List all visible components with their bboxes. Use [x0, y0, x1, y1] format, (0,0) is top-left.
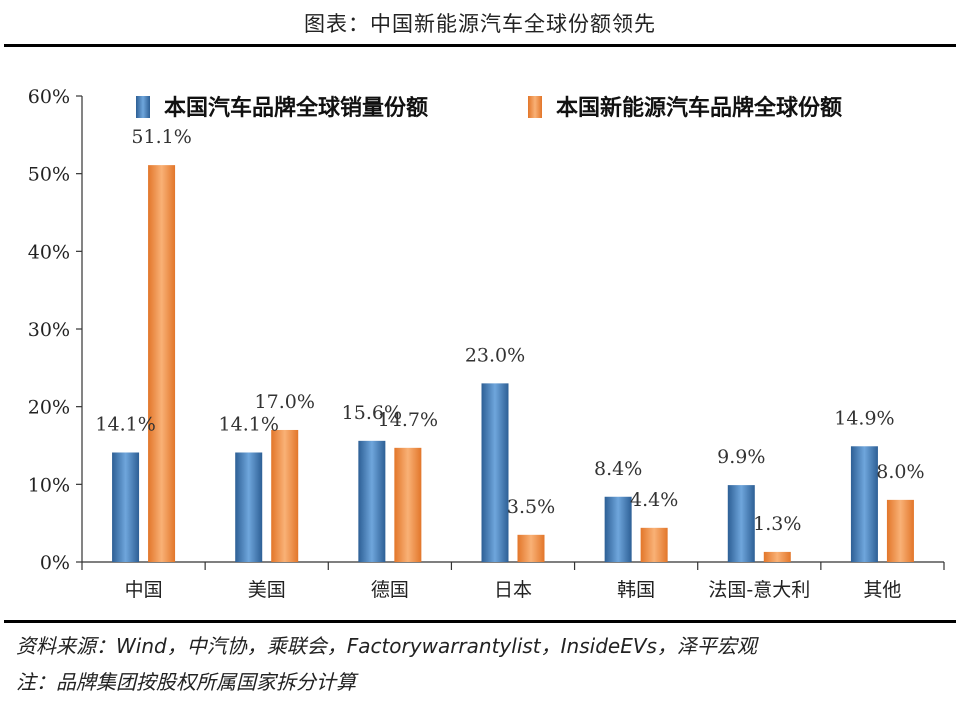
data-label: 14.9%	[834, 407, 894, 429]
x-category-label: 日本	[494, 579, 532, 601]
bar-domestic-brand	[727, 485, 755, 562]
data-label: 51.1%	[131, 126, 191, 148]
bar-domestic-brand	[112, 452, 140, 562]
y-tick-label: 0%	[40, 552, 70, 574]
bar-domestic-brand	[481, 383, 509, 562]
bar-domestic-nev	[394, 447, 422, 562]
data-label: 8.4%	[594, 458, 642, 480]
x-category-label: 德国	[371, 579, 409, 601]
bar-domestic-nev	[271, 429, 299, 562]
chart-bars	[112, 165, 914, 562]
chart-data-labels: 14.1% 14.1% 15.6% 23.0% 8.4% 9.9% 14.9% 51.1% 17…	[95, 126, 924, 535]
bar-domestic-brand	[604, 496, 632, 562]
bar-domestic-brand	[358, 440, 386, 562]
bar-domestic-brand	[850, 446, 878, 562]
bottom-rule	[4, 620, 956, 623]
y-tick-label: 10%	[28, 474, 70, 496]
data-label: 3.5%	[507, 496, 555, 518]
data-label: 17.0%	[255, 391, 315, 413]
bar-chart: 0% 10% 20% 30% 40% 50% 60% 中国 美国 德国 日本 韩国 法国-意大利 其他 1…	[28, 86, 945, 601]
data-label: 9.9%	[717, 446, 765, 468]
data-label: 23.0%	[465, 344, 525, 366]
y-tick-label: 60%	[28, 86, 70, 108]
bar-domestic-nev	[517, 534, 545, 562]
x-category-label: 中国	[125, 579, 163, 601]
bar-domestic-nev	[763, 551, 791, 562]
legend-swatch-domestic-brand	[136, 96, 150, 118]
top-rule	[4, 44, 956, 47]
bar-domestic-brand	[235, 452, 263, 562]
legend-label-domestic-nev: 本国新能源汽车品牌全球份额	[556, 95, 842, 121]
y-tick-label: 40%	[28, 241, 70, 263]
legend-swatch-domestic-nev	[528, 96, 542, 118]
data-label: 1.3%	[753, 513, 801, 535]
x-category-label: 其他	[863, 579, 901, 601]
x-category-label: 美国	[248, 579, 286, 601]
bar-domestic-nev	[886, 499, 914, 562]
y-tick-label: 50%	[28, 164, 70, 186]
legend-label-domestic-brand: 本国汽车品牌全球销量份额	[164, 95, 428, 121]
figure-notes: 资料来源：Wind，中汽协，乘联会，Factorywarrantylist，In…	[16, 628, 956, 700]
source-note: 资料来源：Wind，中汽协，乘联会，Factorywarrantylist，In…	[16, 634, 757, 658]
footnote: 注：品牌集团按股权所属国家拆分计算	[16, 670, 356, 694]
data-label: 14.1%	[219, 413, 279, 435]
data-label: 8.0%	[876, 461, 924, 483]
y-tick-label: 20%	[28, 397, 70, 419]
x-category-label: 韩国	[617, 579, 655, 601]
data-label: 15.6%	[342, 402, 402, 424]
data-label: 4.4%	[630, 489, 678, 511]
figure-title: 图表：中国新能源汽车全球份额领先	[304, 12, 656, 36]
chart-legend: 本国汽车品牌全球销量份额 本国新能源汽车品牌全球份额	[136, 95, 842, 121]
x-category-label: 法国-意大利	[708, 579, 810, 601]
y-tick-label: 30%	[28, 319, 70, 341]
data-label: 14.7%	[378, 409, 438, 431]
chart-axes: 0% 10% 20% 30% 40% 50% 60% 中国 美国 德国 日本 韩国 法国-意大利 其他	[28, 86, 945, 601]
bar-domestic-nev	[148, 165, 176, 562]
data-label: 14.1%	[95, 413, 155, 435]
bar-domestic-nev	[640, 527, 668, 562]
